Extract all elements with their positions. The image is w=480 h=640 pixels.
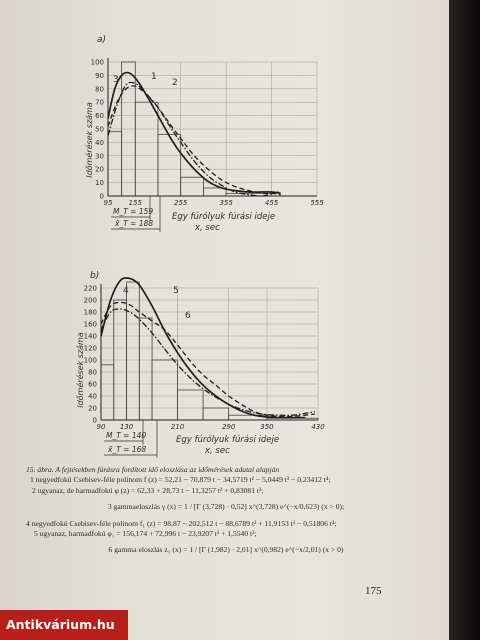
b-x-tick-label: 90 bbox=[97, 423, 106, 431]
chart-b-panel-label: b) bbox=[90, 271, 99, 281]
a-y-tick-label: 100 bbox=[91, 59, 104, 67]
chart-a-x-axis-label: Egy fúrólyuk fúrási ideje bbox=[172, 211, 275, 222]
figure-caption: 15. ábra. A fejtésekben fúrásra fordítot… bbox=[26, 465, 426, 556]
a-y-tick-label: 50 bbox=[95, 126, 104, 134]
b-y-tick-label: 0 bbox=[93, 417, 97, 425]
b-histogram-bar-6 bbox=[202, 407, 230, 421]
chart-a-curve-label-2: 2 bbox=[172, 78, 178, 88]
chart-a-x-ticks: 95 155 255 355 455 555 bbox=[104, 199, 325, 207]
a-y-tick-label: 30 bbox=[95, 152, 104, 160]
b-y-tick-label: 80 bbox=[88, 369, 97, 377]
chart-b-median-label: M_T = 140 bbox=[106, 431, 146, 440]
a-x-tick-label: 455 bbox=[265, 199, 279, 207]
a-y-tick-label: 40 bbox=[95, 139, 104, 147]
chart-a-panel-label: a) bbox=[97, 35, 106, 45]
b-histogram-bar-0 bbox=[100, 364, 115, 421]
caption-formula-6: 6 gamma eloszlás z₁ (x) = 1 / [Γ (1,982)… bbox=[108, 545, 344, 555]
b-y-tick-label: 40 bbox=[88, 393, 97, 401]
a-y-tick-label: 90 bbox=[95, 72, 104, 80]
chart-b-mean-marker: x̄_T = 168 bbox=[104, 420, 158, 458]
chart-a-median-marker: M_T = 159 bbox=[111, 196, 153, 221]
caption-formula-3: 3 gammaeloszlás γ (x) = 1 / [Γ (3,728) ·… bbox=[107, 502, 345, 512]
chart-b-y-ticks: 0 20 40 60 80 100 120 140 160 180 200 220 bbox=[84, 285, 97, 425]
b-y-tick-label: 220 bbox=[84, 285, 97, 293]
chart-a-y-ticks: 0 10 20 30 40 50 60 70 80 90 100 bbox=[91, 59, 104, 201]
chart-b-y-axis-label: Időmérések száma bbox=[75, 332, 85, 408]
b-histogram-bar-4 bbox=[151, 359, 178, 421]
b-series-6 bbox=[100, 308, 315, 417]
chart-b-curve-label-4: 4 bbox=[123, 286, 129, 296]
caption-title: 15. ábra. A fejtésekben fúrásra fordítot… bbox=[26, 465, 280, 474]
a-x-tick-label: 95 bbox=[104, 199, 113, 207]
b-y-tick-label: 200 bbox=[84, 297, 97, 305]
chart-b-gridlines bbox=[100, 287, 319, 420]
a-x-tick-label: 155 bbox=[129, 199, 143, 207]
a-y-tick-label: 70 bbox=[95, 99, 104, 107]
b-y-tick-label: 180 bbox=[84, 309, 97, 317]
chart-b-curve-label-5: 5 bbox=[173, 286, 179, 296]
a-series-3 bbox=[107, 71, 281, 195]
chart-b-x-axis-unit: x, sec bbox=[204, 446, 230, 456]
b-series-4 bbox=[100, 301, 315, 418]
chart-a-curve-label-1: 1 bbox=[151, 72, 157, 82]
b-y-tick-label: 140 bbox=[84, 333, 97, 341]
a-histogram-bar-0 bbox=[107, 131, 123, 197]
a-histogram-bar-2 bbox=[134, 101, 159, 197]
chart-a-series bbox=[107, 71, 281, 197]
b-histogram-bar-2 bbox=[126, 281, 140, 421]
a-y-tick-label: 80 bbox=[95, 85, 104, 93]
caption-formula-4: 4 negyedfokú Csebisev-féle polinom f₁ (z… bbox=[26, 518, 337, 528]
book-page bbox=[0, 0, 455, 640]
chart-a-mean-marker: x̄_T = 188 bbox=[111, 196, 161, 232]
b-x-tick-label: 130 bbox=[120, 423, 134, 431]
chart-b-median-marker: M_T = 140 bbox=[104, 420, 146, 445]
a-x-tick-label: 355 bbox=[219, 199, 233, 207]
chart-b-mean-label: x̄_T = 168 bbox=[107, 445, 146, 454]
chart-b-series bbox=[100, 277, 315, 419]
chart-a-curve-label-3: 3 bbox=[113, 75, 119, 85]
caption-formula-1: 1 negyedfokú Csebisev-féle polinom f (z)… bbox=[30, 475, 331, 485]
a-x-tick-label: 255 bbox=[174, 199, 188, 207]
chart-a-mean-label: x̄_T = 188 bbox=[114, 219, 153, 228]
chart-b: b) Időmérések száma 0 20 40 60 80 100 120 140 16… bbox=[75, 271, 325, 458]
b-x-tick-label: 210 bbox=[171, 423, 185, 431]
b-histogram-bar-5 bbox=[177, 389, 204, 421]
page-number: 175 bbox=[365, 585, 382, 597]
chart-b-curve-label-6: 6 bbox=[185, 311, 191, 321]
chart-a-y-axis-label: Időmérések száma bbox=[84, 102, 94, 178]
caption-formula-5: 5 ugyanaz, harmadfokú φ₁ = 156,174 + 72,… bbox=[34, 529, 257, 539]
chart-b-x-ticks: 90 130 210 290 350 430 bbox=[97, 423, 326, 431]
watermark-banner: Antikvárium.hu bbox=[0, 610, 128, 640]
caption-formula-2: 2 ugyanaz, de harmadfokú φ (z) = 62,33 +… bbox=[32, 485, 264, 495]
b-x-tick-label: 290 bbox=[222, 423, 236, 431]
a-histogram-bar-3 bbox=[157, 133, 182, 197]
a-y-tick-label: 60 bbox=[95, 112, 104, 120]
b-y-tick-label: 60 bbox=[88, 381, 97, 389]
b-series-5 bbox=[100, 277, 306, 419]
a-histogram-bar-4 bbox=[180, 176, 204, 197]
b-x-tick-label: 350 bbox=[260, 423, 274, 431]
b-x-tick-label: 430 bbox=[311, 423, 325, 431]
chart-a: a) Időmérések száma 0 10 20 30 40 50 60 70 80 90 1… bbox=[84, 35, 324, 233]
chart-a-axes bbox=[107, 58, 317, 197]
chart-a-median-label: M_T = 159 bbox=[113, 207, 153, 216]
chart-b-histogram bbox=[100, 281, 319, 421]
b-y-tick-label: 120 bbox=[84, 345, 97, 353]
b-y-tick-label: 20 bbox=[88, 405, 97, 413]
figure-15: a) Időmérések száma 01020304050607080901… bbox=[75, 35, 325, 458]
b-y-tick-label: 100 bbox=[84, 357, 97, 365]
chart-b-axes bbox=[100, 284, 318, 421]
chart-a-x-axis-unit: x, sec bbox=[194, 223, 220, 233]
a-x-tick-label: 555 bbox=[310, 199, 324, 207]
a-series-2 bbox=[107, 81, 281, 197]
a-y-tick-label: 0 bbox=[100, 193, 104, 201]
a-y-tick-label: 10 bbox=[95, 179, 104, 187]
b-y-tick-label: 160 bbox=[84, 321, 97, 329]
book-spine bbox=[449, 0, 480, 640]
a-y-tick-label: 20 bbox=[95, 166, 104, 174]
b-histogram-bar-3 bbox=[138, 317, 153, 421]
chart-b-x-axis-label: Egy fúrólyuk fúrási ideje bbox=[176, 434, 279, 445]
